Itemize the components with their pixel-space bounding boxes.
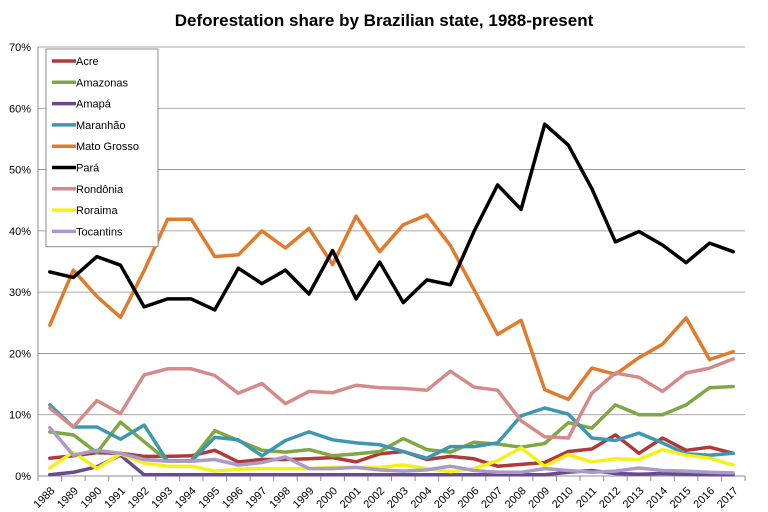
series-line-rondonia — [48, 357, 735, 440]
legend-label: Roraima — [76, 205, 118, 217]
legend: Acre Amazonas Amapá Maranhão Mato Grosso Pará… — [45, 48, 159, 248]
series-line-para — [48, 122, 735, 312]
x-tick-label: 2017 — [715, 485, 741, 511]
x-tick-label: 2010 — [550, 485, 576, 511]
legend-label: Tocantins — [76, 226, 123, 238]
y-tick-label: 40% — [9, 226, 31, 238]
x-tick-label: 2012 — [597, 485, 623, 511]
x-tick-labels: 1988198919901991199219931994199519961997… — [32, 485, 741, 511]
x-tick-label: 2002 — [361, 485, 387, 511]
x-tick-label: 2009 — [526, 485, 552, 511]
series-lines — [48, 122, 735, 477]
x-tick-label: 1989 — [55, 485, 81, 511]
x-tick-label: 2013 — [621, 485, 647, 511]
legend-label: Pará — [76, 163, 100, 175]
x-tick-label: 2011 — [574, 485, 599, 510]
y-tick-label: 30% — [9, 287, 31, 299]
legend-label: Acre — [76, 56, 99, 68]
x-tick-label: 1992 — [126, 485, 152, 511]
series-line-amapa — [48, 453, 735, 477]
legend-label: Maranhão — [76, 120, 126, 132]
legend-label: Rondônia — [76, 184, 124, 196]
x-tick-label: 2003 — [385, 485, 411, 511]
y-tick-label: 60% — [9, 103, 31, 115]
x-tick-label: 1995 — [197, 485, 223, 511]
legend-label: Amazonas — [76, 77, 128, 89]
series-line-tocantins — [48, 425, 735, 475]
series-line-roraima — [48, 446, 735, 474]
x-tick-label: 1988 — [32, 485, 58, 511]
x-tick-label: 2008 — [503, 485, 529, 511]
x-tick-label: 2000 — [314, 485, 340, 511]
x-tick-label: 1991 — [102, 485, 128, 511]
x-tick-label: 2006 — [456, 485, 482, 511]
x-tick-label: 1993 — [149, 485, 175, 511]
x-tick-label: 2015 — [668, 485, 694, 511]
y-tick-label: 0% — [15, 471, 31, 483]
x-tick-label: 1998 — [267, 485, 293, 511]
y-tick-label: 10% — [9, 410, 31, 422]
x-tick-label: 2007 — [479, 485, 505, 511]
series-line-maranhao — [48, 403, 735, 464]
x-tick-label: 1994 — [173, 485, 199, 511]
y-tick-label: 50% — [9, 165, 31, 177]
series-line-mato-grosso — [48, 213, 735, 402]
y-tick-labels: 0% 10% 20% 30% 40% 50% 60% 70% — [9, 42, 31, 483]
x-tick-label: 2001 — [338, 485, 364, 511]
x-tick-label: 2016 — [691, 485, 717, 511]
x-tick-label: 1997 — [244, 485, 270, 511]
x-tick-label: 2004 — [409, 485, 435, 511]
x-tick-label: 1990 — [79, 485, 105, 511]
x-tick-label: 2005 — [432, 485, 458, 511]
legend-label: Amapá — [76, 99, 112, 111]
y-tick-label: 20% — [9, 348, 31, 360]
x-tick-label: 1996 — [220, 485, 246, 511]
chart-title: Deforestation share by Brazilian state, … — [175, 11, 594, 30]
legend-label: Mato Grosso — [76, 141, 139, 153]
x-tick-label: 2014 — [644, 485, 670, 511]
x-tick-label: 1999 — [291, 485, 317, 511]
y-tick-label: 70% — [9, 42, 31, 54]
